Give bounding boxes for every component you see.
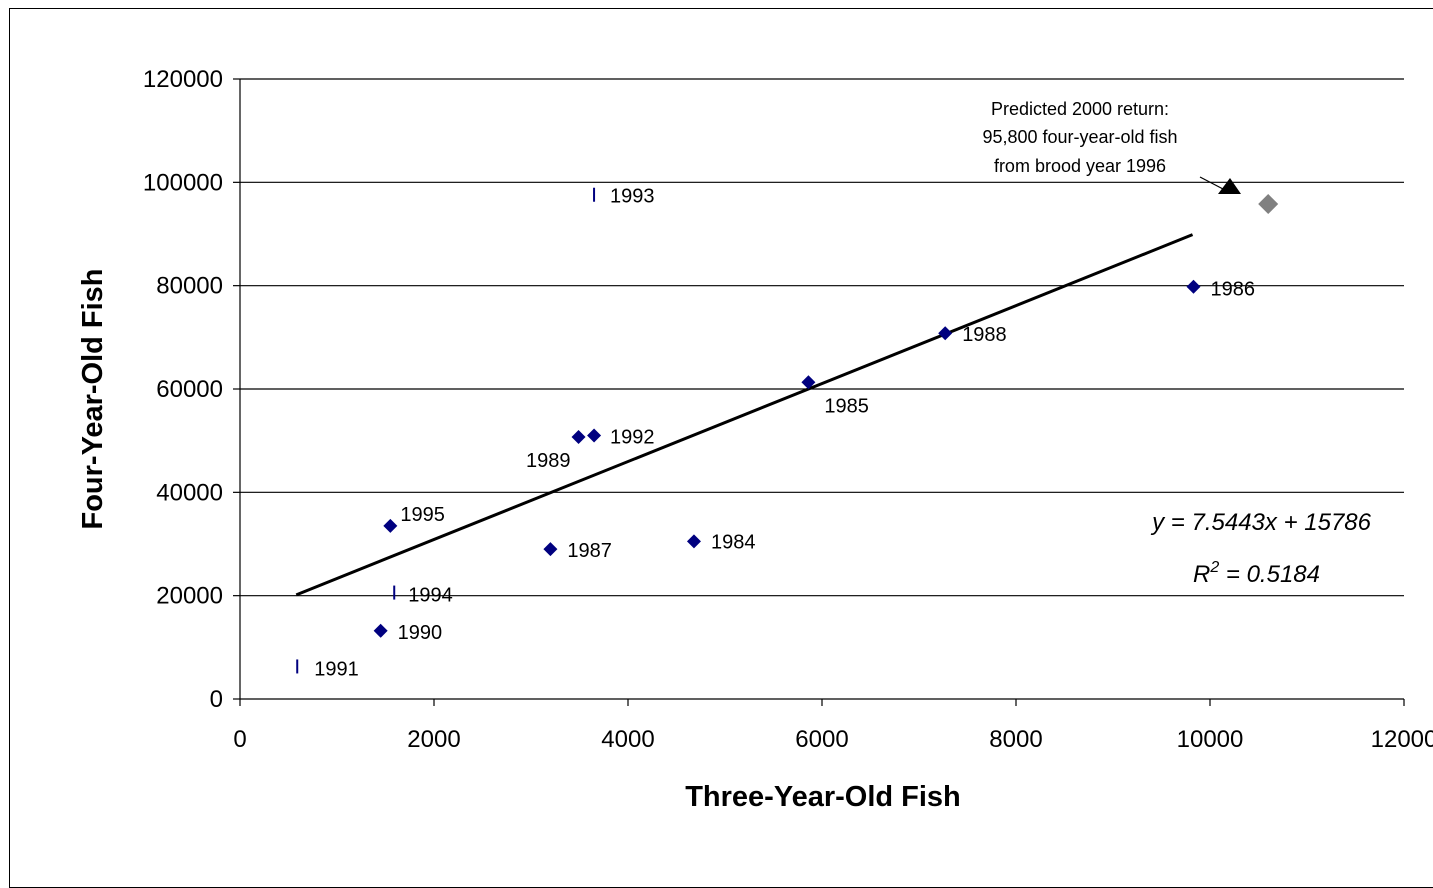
tick-labels: 0 20000 40000 60000 80000 100000 120000 0 2000 40… [143, 66, 1433, 753]
trendline-group [295, 233, 1194, 597]
data-point-1995 [383, 518, 398, 533]
annotation-line-2: 95,800 four-year-old fish [982, 127, 1177, 147]
point-labels: 1984 1985 1986 1987 1988 1989 1990 1991 1992 1993… [314, 186, 1255, 681]
data-point-1992 [587, 428, 602, 443]
y-tick-label: 100000 [143, 169, 223, 196]
y-tick-label: 0 [210, 686, 223, 713]
annotation-arrowhead [1218, 178, 1241, 194]
prediction-point [1258, 194, 1279, 215]
data-point-1984 [686, 534, 701, 549]
point-label-1989: 1989 [526, 450, 571, 472]
r-squared-sup: 2 [1209, 559, 1219, 576]
trendline-equation: y = 7.5443x + 15786 [1150, 509, 1372, 536]
chart-frame: 0 20000 40000 60000 80000 100000 120000 0 2000 40… [9, 8, 1433, 888]
axes [233, 78, 1405, 706]
point-label-1990: 1990 [398, 622, 443, 644]
annotation-arrow-shaft [1199, 176, 1224, 190]
y-tick-label: 120000 [143, 66, 223, 93]
y-tick-label: 20000 [156, 583, 223, 610]
data-point-1987 [543, 542, 558, 557]
x-axis-title: Three-Year-Old Fish [685, 781, 961, 813]
data-points [296, 187, 1279, 674]
y-tick-label: 40000 [156, 479, 223, 506]
annotation-line-1: Predicted 2000 return: [991, 99, 1169, 119]
data-point-1990 [373, 623, 388, 638]
x-tick-label: 12000 [1371, 726, 1433, 753]
x-tick-label: 2000 [407, 726, 460, 753]
point-label-1986: 1986 [1211, 279, 1256, 301]
point-label-1987: 1987 [567, 540, 612, 562]
point-label-1993: 1993 [610, 186, 655, 208]
data-point-1985 [801, 375, 816, 390]
point-label-1991: 1991 [314, 658, 359, 680]
trendline [295, 233, 1194, 597]
r-squared-prefix: R [1193, 561, 1210, 588]
point-label-1985: 1985 [824, 395, 869, 417]
scatter-chart: 0 20000 40000 60000 80000 100000 120000 0 2000 40… [77, 66, 1433, 813]
data-point-1989 [571, 430, 586, 445]
point-label-1992: 1992 [610, 427, 655, 449]
x-tick-label: 4000 [601, 726, 654, 753]
gridlines [240, 78, 1404, 597]
prediction-annotation: Predicted 2000 return: 95,800 four-year-… [982, 99, 1241, 194]
r-squared: R2 = 0.5184 [1193, 559, 1320, 588]
x-tick-label: 8000 [989, 726, 1042, 753]
data-point-1986 [1186, 279, 1201, 294]
data-point-1988 [938, 326, 953, 341]
r-squared-value: = 0.5184 [1219, 561, 1320, 588]
y-tick-label: 80000 [156, 273, 223, 300]
x-tick-label: 10000 [1177, 726, 1244, 753]
annotation-line-3: from brood year 1996 [994, 156, 1166, 176]
point-label-1995: 1995 [400, 504, 445, 526]
point-label-1984: 1984 [711, 531, 756, 553]
y-tick-label: 60000 [156, 376, 223, 403]
point-label-1988: 1988 [962, 324, 1007, 346]
y-axis-title: Four-Year-Old Fish [77, 268, 109, 529]
x-tick-label: 0 [233, 726, 246, 753]
x-tick-label: 6000 [795, 726, 848, 753]
point-label-1994: 1994 [408, 585, 453, 607]
